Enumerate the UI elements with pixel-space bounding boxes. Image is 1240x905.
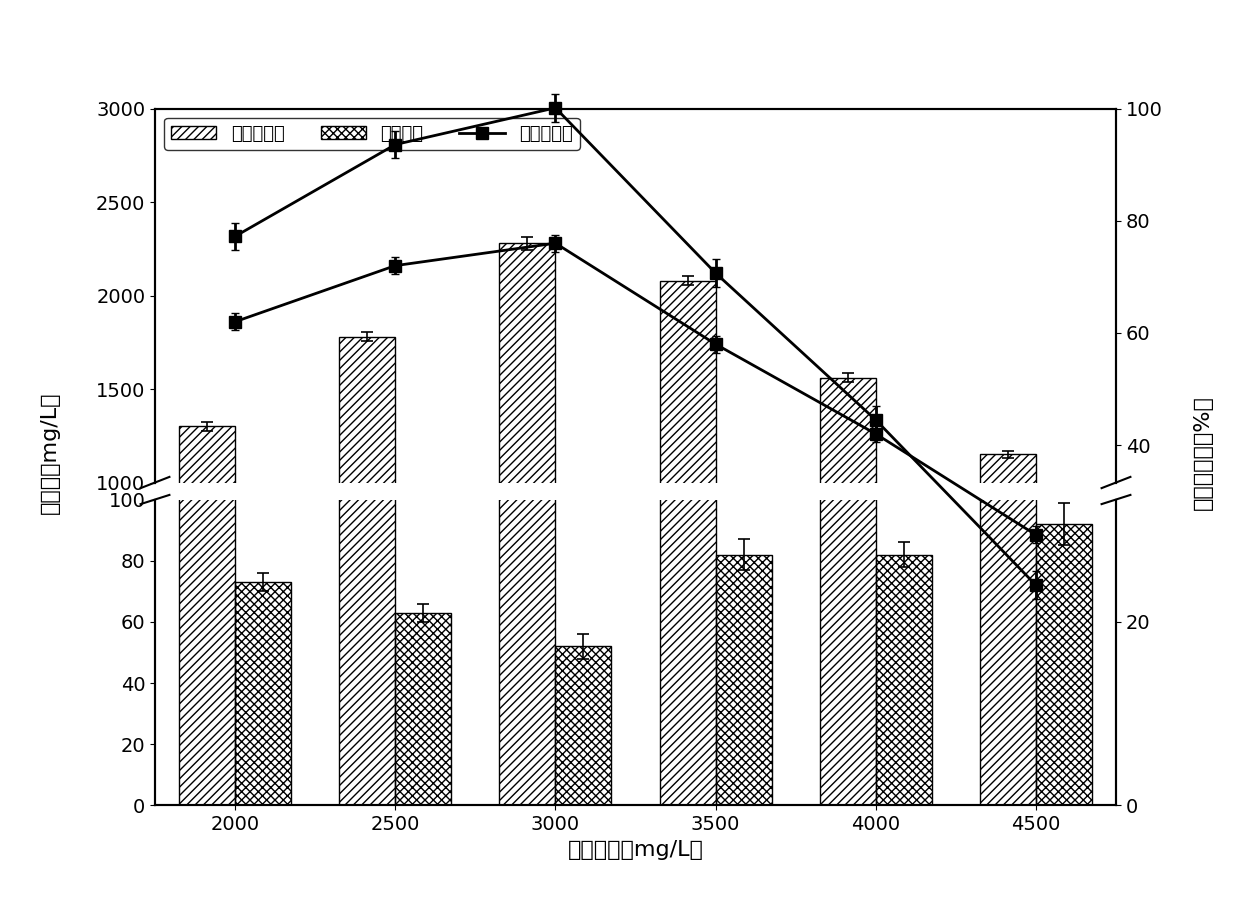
- Bar: [715, 555, 771, 805]
- Bar: [396, 613, 451, 805]
- Bar: [556, 660, 611, 670]
- Bar: [875, 654, 931, 670]
- Bar: [340, 0, 396, 805]
- Bar: [660, 0, 715, 805]
- Bar: [179, 426, 236, 670]
- Bar: [1035, 524, 1092, 805]
- Bar: [875, 555, 931, 805]
- Bar: [236, 582, 291, 805]
- Text: 丙酸降解率（%）: 丙酸降解率（%）: [1193, 395, 1213, 510]
- Bar: [500, 0, 556, 805]
- Bar: [340, 337, 396, 670]
- Bar: [556, 646, 611, 805]
- Bar: [396, 658, 451, 670]
- X-axis label: 丙酸浓度（mg/L）: 丙酸浓度（mg/L）: [568, 840, 703, 860]
- Text: 脂肪酸（mg/L）: 脂肪酸（mg/L）: [40, 391, 60, 514]
- Bar: [980, 454, 1035, 670]
- Legend: 丙酸降解量, 乙酸产量, 丙酸降解率: 丙酸降解量, 乙酸产量, 丙酸降解率: [164, 118, 580, 150]
- Bar: [236, 656, 291, 670]
- Bar: [1035, 653, 1092, 670]
- Bar: [715, 654, 771, 670]
- Bar: [820, 377, 875, 670]
- Bar: [820, 0, 875, 805]
- Bar: [179, 0, 236, 805]
- Bar: [660, 281, 715, 670]
- Bar: [980, 0, 1035, 805]
- Bar: [500, 243, 556, 670]
